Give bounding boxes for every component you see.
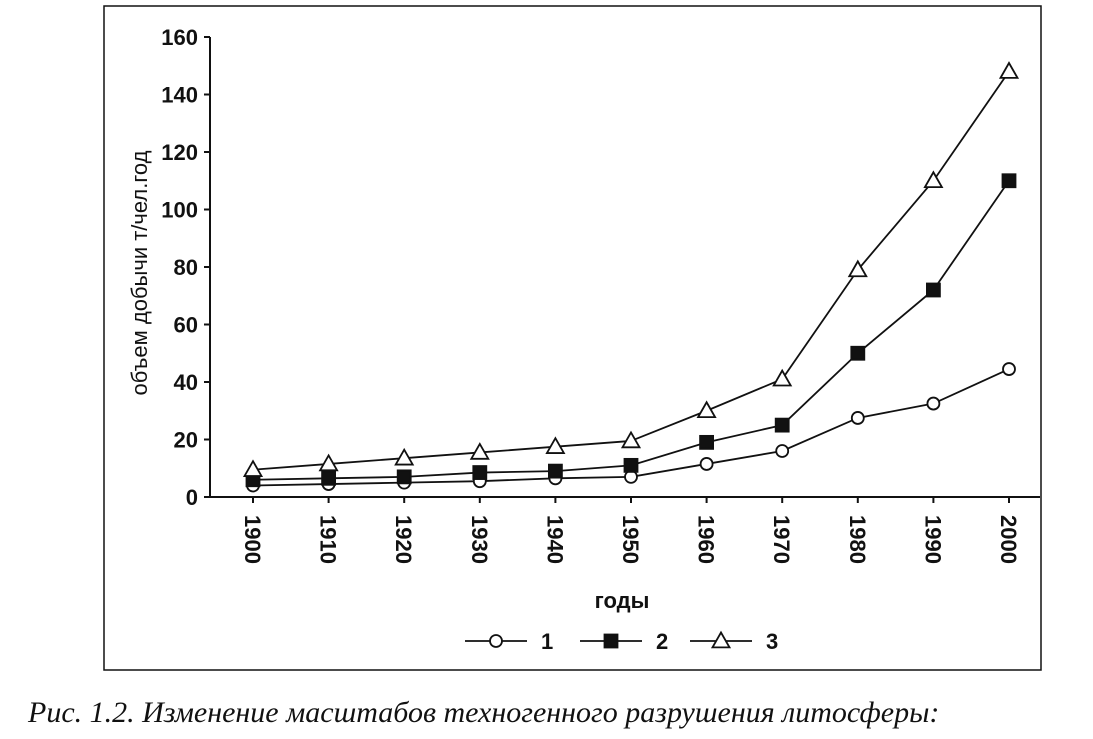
x-tick-label: 1960 — [694, 515, 719, 564]
legend-item-3: 3 — [690, 629, 778, 654]
data-point — [1001, 173, 1017, 189]
y-tick-label: 60 — [174, 313, 198, 338]
data-point — [620, 430, 642, 449]
series-1 — [246, 362, 1016, 493]
data-point — [318, 453, 339, 472]
axes: 0 20 40 60 80 100 120 140 160 1900 1910 1920 1930 194… — [161, 25, 1040, 564]
y-tick-label: 20 — [174, 428, 198, 453]
y-tick-label: 140 — [161, 83, 198, 108]
data-point — [696, 400, 717, 419]
data-point — [394, 447, 415, 466]
series-layer — [242, 61, 1020, 493]
data-point — [623, 457, 639, 473]
data-point — [850, 345, 866, 361]
figure-caption: Рис. 1.2. Изменение масштабов техногенно… — [28, 696, 940, 729]
x-tick-label: 1990 — [920, 515, 945, 564]
y-tick-label: 100 — [161, 198, 198, 223]
x-axis-label: годы — [595, 588, 650, 613]
data-point — [775, 444, 790, 458]
series-2 — [245, 173, 1017, 488]
data-point — [772, 368, 793, 387]
x-tick-label: 1980 — [845, 515, 870, 564]
data-point — [548, 463, 563, 479]
x-tick-label: 1940 — [542, 515, 567, 564]
data-point — [469, 442, 490, 460]
y-tick-label: 40 — [174, 370, 198, 395]
x-tick-label: 2000 — [996, 515, 1021, 564]
y-tick-label: 120 — [161, 140, 198, 165]
series-3 — [242, 61, 1020, 477]
legend-label: 1 — [541, 629, 553, 654]
x-tick-label: 1970 — [769, 515, 794, 564]
y-axis-label: объем добычи т/чел.год — [127, 150, 152, 395]
data-point — [926, 396, 941, 411]
data-point — [321, 470, 337, 486]
data-point — [847, 259, 868, 278]
y-tick-label: 0 — [186, 485, 198, 510]
data-point — [923, 170, 944, 189]
x-tick-label: 1950 — [618, 515, 643, 564]
data-point — [774, 417, 790, 433]
data-point — [242, 459, 264, 477]
x-tick-label: 1920 — [391, 515, 416, 564]
data-point — [926, 282, 941, 298]
legend-marker — [710, 630, 732, 649]
legend-item-1: 1 — [465, 629, 553, 654]
data-point — [699, 434, 714, 450]
legend-label: 3 — [766, 629, 778, 654]
data-point — [396, 469, 412, 485]
x-tick-label: 1930 — [467, 515, 492, 564]
legend-marker — [489, 634, 503, 648]
chart-frame — [103, 5, 1042, 671]
data-point — [472, 465, 488, 480]
legend-item-2: 2 — [580, 629, 668, 654]
data-point — [699, 457, 714, 471]
y-tick-label: 80 — [174, 255, 198, 280]
x-tick-label: 1910 — [316, 515, 341, 564]
data-point — [1002, 362, 1016, 376]
data-point — [545, 436, 566, 454]
legend-label: 2 — [656, 629, 668, 654]
legend: 1 2 3 — [465, 629, 778, 654]
legend-marker — [603, 633, 619, 649]
data-point — [850, 411, 865, 425]
data-point — [998, 61, 1020, 79]
y-tick-label: 160 — [161, 25, 198, 50]
x-tick-label: 1900 — [240, 515, 265, 564]
